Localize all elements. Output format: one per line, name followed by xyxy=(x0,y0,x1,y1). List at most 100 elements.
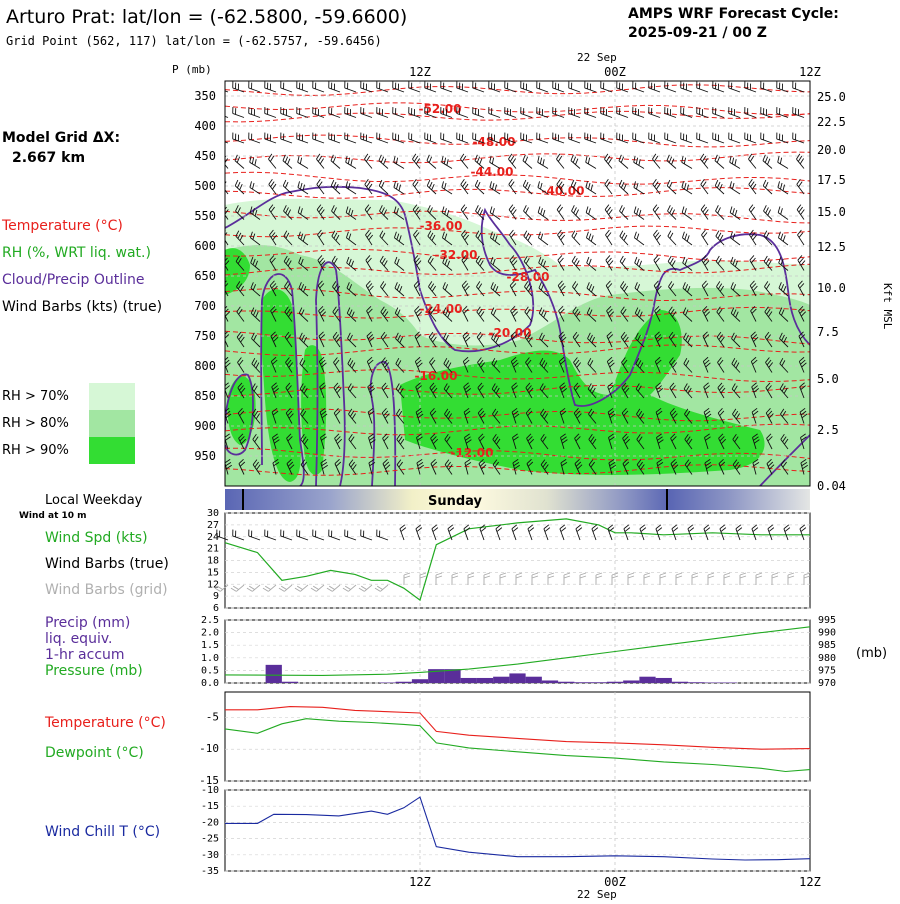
y-tick: -20 xyxy=(201,817,219,828)
wind-barb-flag xyxy=(221,205,225,210)
y-tick: 27 xyxy=(207,520,219,531)
rh-legend-swatch xyxy=(89,410,135,437)
height-tick: 0.04 xyxy=(817,479,846,493)
time-label: 12Z xyxy=(409,875,431,889)
panel-label: Precip (mm) xyxy=(45,615,130,631)
precip-bar xyxy=(477,678,493,683)
right-tick: 980 xyxy=(818,653,836,664)
isotherm-label: -44.00 xyxy=(471,165,514,179)
isotherm-label: -12.00 xyxy=(451,446,494,460)
pressure-tick: 800 xyxy=(194,359,216,373)
height-tick: 10.0 xyxy=(817,281,846,295)
isotherm-label: -24.00 xyxy=(420,302,463,316)
precip-bar xyxy=(639,677,655,683)
panel-label: liq. equiv. xyxy=(45,631,112,647)
y-tick: 6 xyxy=(213,603,219,614)
date-bottom: 22 Sep xyxy=(577,888,617,900)
precip-bar xyxy=(526,677,542,683)
pressure-tick: 650 xyxy=(194,269,216,283)
precip-bar xyxy=(379,682,395,683)
y-tick: 21 xyxy=(207,544,219,555)
y-tick: 12 xyxy=(207,579,219,590)
rh-legend-label: RH > 70% xyxy=(2,389,69,404)
right-tick: 975 xyxy=(818,665,836,676)
height-tick: 15.0 xyxy=(817,205,846,219)
precip-bar xyxy=(721,682,737,683)
pressure-tick: 600 xyxy=(194,239,216,253)
grid-point: Grid Point (562, 117) lat/lon = (-62.575… xyxy=(6,34,382,48)
height-tick: 20.0 xyxy=(817,143,846,157)
precip-bar xyxy=(607,682,623,683)
rh-legend: RH > 70% RH > 80% RH > 90% xyxy=(2,383,135,464)
time-label: 12Z xyxy=(799,875,821,889)
cross-section-panel: -52.00-48.00-44.00-40.00-36.00-32.00-28.… xyxy=(194,81,894,493)
model-grid-value: 2.667 km xyxy=(12,150,85,166)
wind-10m-label: Wind at 10 m xyxy=(19,511,87,521)
height-tick: 2.5 xyxy=(817,423,839,437)
page-title: Arturo Prat: lat/lon = (-62.5800, -59.66… xyxy=(6,6,407,28)
variable-legend: Temperature (°C)RH (%, WRT liq. wat.)Clo… xyxy=(1,218,162,315)
precip-bar xyxy=(672,682,688,683)
y-tick: 1.5 xyxy=(201,640,219,651)
y-tick: -30 xyxy=(201,850,219,861)
y-tick: 0.5 xyxy=(201,665,219,676)
precip-bar xyxy=(412,679,428,683)
y-tick: -35 xyxy=(201,866,219,877)
pressure-tick: 900 xyxy=(194,419,216,433)
panel-frame xyxy=(225,692,810,781)
rh-legend-label: RH > 90% xyxy=(2,443,69,458)
panel-label: Temperature (°C) xyxy=(44,715,166,731)
height-ticks: 25.0 22.5 20.0 17.5 15.0 12.5 10.0 7.5 5.0 2.5 0.0… xyxy=(817,90,846,493)
precip-bar xyxy=(461,678,477,683)
panel-label: 1-hr accum xyxy=(45,647,125,663)
time-label: 12Z xyxy=(799,65,821,79)
right-tick: 990 xyxy=(818,628,836,639)
time-label: 12Z xyxy=(409,65,431,79)
right-tick: 985 xyxy=(818,640,836,651)
precip-bar xyxy=(574,682,590,683)
pressure-tick: 400 xyxy=(194,119,216,133)
height-tick: 5.0 xyxy=(817,372,839,386)
cycle-line1: AMPS WRF Forecast Cycle: xyxy=(628,6,839,22)
y-tick: 0.0 xyxy=(201,678,219,689)
legend-entry: Temperature (°C) xyxy=(1,218,123,234)
y-tick: -5 xyxy=(206,710,219,723)
precip-bar xyxy=(704,682,720,683)
wind-barb-flag xyxy=(220,154,223,159)
pressure-unit: (mb) xyxy=(856,646,887,661)
y-tick: 30 xyxy=(207,508,219,519)
pressure-tick: 850 xyxy=(194,389,216,403)
precip-bar xyxy=(266,665,282,683)
isotherm-label: -32.00 xyxy=(435,248,478,262)
rh-legend-label: RH > 80% xyxy=(2,416,69,431)
precip-bar xyxy=(591,682,607,683)
pressure-tick: 750 xyxy=(194,329,216,343)
day-label: Sunday xyxy=(428,494,483,509)
precip-bar xyxy=(623,680,639,683)
precip-bar xyxy=(688,682,704,683)
precip-bar xyxy=(396,682,412,683)
height-tick: 25.0 xyxy=(817,90,846,104)
right-tick: 970 xyxy=(818,678,836,689)
panel-label: Dewpoint (°C) xyxy=(45,745,144,761)
y-tick: 15 xyxy=(207,567,219,578)
panel-label: Wind Spd (kts) xyxy=(45,530,148,546)
height-tick: 17.5 xyxy=(817,173,846,187)
precip-bar xyxy=(542,680,558,683)
y-tick: -10 xyxy=(201,785,219,796)
panel-label: Wind Barbs (grid) xyxy=(45,582,168,598)
pressure-tick: 450 xyxy=(194,149,216,163)
panel-label: Wind Chill T (°C) xyxy=(45,824,160,840)
rh-legend-swatch xyxy=(89,383,135,410)
height-tick: 22.5 xyxy=(817,115,846,129)
y-tick: -25 xyxy=(201,834,219,845)
height-tick: 7.5 xyxy=(817,325,839,339)
height-tick: 12.5 xyxy=(817,240,846,254)
